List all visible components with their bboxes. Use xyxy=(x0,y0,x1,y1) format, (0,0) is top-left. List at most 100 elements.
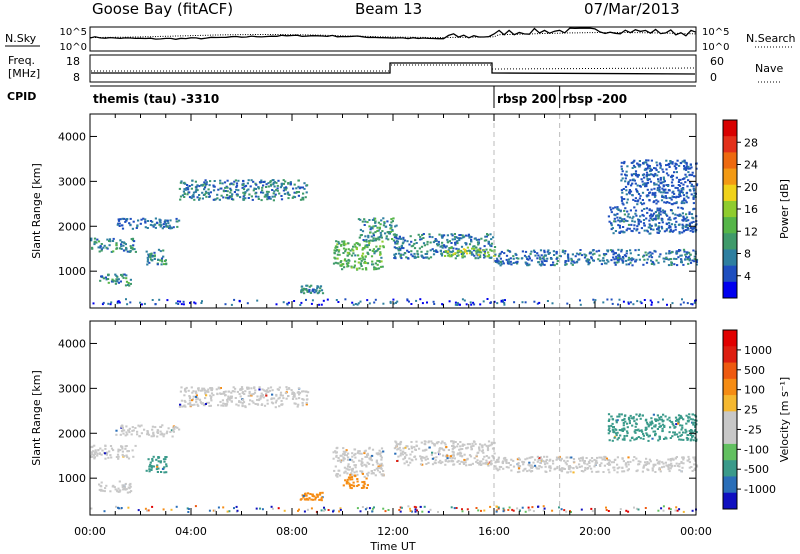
data-cell xyxy=(283,186,286,189)
data-cell xyxy=(667,258,670,261)
data-cell xyxy=(600,456,603,459)
data-cell xyxy=(129,278,132,281)
data-cell xyxy=(219,400,222,403)
data-cell xyxy=(235,182,239,185)
data-cell xyxy=(623,435,626,437)
data-cell xyxy=(526,457,529,460)
data-cell xyxy=(543,263,546,266)
data-cell xyxy=(498,468,501,471)
data-cell xyxy=(528,456,531,459)
data-cell xyxy=(618,257,621,260)
data-cell xyxy=(198,399,202,401)
data-cell xyxy=(686,256,690,259)
data-cell xyxy=(685,161,688,164)
data-cell xyxy=(312,498,315,501)
data-cell xyxy=(233,507,235,510)
data-cell xyxy=(617,248,620,251)
data-cell xyxy=(499,260,502,263)
data-cell xyxy=(636,200,639,203)
data-cell xyxy=(660,225,663,228)
freq-panel-frame xyxy=(89,54,697,83)
data-cell xyxy=(121,445,124,448)
data-cell xyxy=(620,413,623,416)
data-cell xyxy=(183,389,187,392)
data-cell xyxy=(646,194,649,197)
data-cell xyxy=(687,455,690,458)
time-axis: Time UT 00:00 04:00 08:00 12:00 16:00 20:00 00… xyxy=(74,525,712,553)
noise-left-label: N.Sky xyxy=(5,32,37,45)
data-cell xyxy=(360,452,363,455)
data-cell xyxy=(478,463,481,466)
data-cell xyxy=(375,459,378,462)
data-cell xyxy=(674,186,677,189)
data-cell xyxy=(116,453,120,456)
data-cell xyxy=(204,179,207,182)
data-cell xyxy=(556,260,559,262)
data-cell xyxy=(678,418,681,421)
data-cell xyxy=(409,453,412,456)
data-cell xyxy=(648,255,651,258)
data-cell xyxy=(163,433,166,436)
data-cell xyxy=(468,463,471,466)
data-cell xyxy=(217,506,220,509)
data-cell xyxy=(310,302,313,305)
data-cell xyxy=(500,466,503,468)
data-cell xyxy=(627,258,630,261)
data-cell xyxy=(642,162,645,165)
data-cell xyxy=(677,184,680,186)
data-cell xyxy=(652,219,655,222)
data-cell xyxy=(120,507,123,509)
data-cell xyxy=(470,253,473,256)
data-cell xyxy=(638,415,641,417)
data-cell xyxy=(203,182,207,185)
data-cell xyxy=(483,252,486,255)
data-cell xyxy=(583,253,586,256)
data-cell xyxy=(522,469,525,472)
data-cell xyxy=(121,486,124,488)
data-cell xyxy=(409,461,412,464)
data-cell xyxy=(598,464,602,466)
data-cell xyxy=(459,249,462,252)
data-cell xyxy=(606,298,609,301)
data-cell xyxy=(365,477,368,480)
data-cell xyxy=(499,252,502,255)
data-cell xyxy=(602,257,605,260)
data-cell xyxy=(678,249,681,251)
data-cell xyxy=(686,459,689,462)
data-cell xyxy=(143,302,146,305)
data-cell xyxy=(587,262,591,265)
data-cell xyxy=(656,187,659,190)
data-cell xyxy=(608,427,611,430)
data-cell xyxy=(695,431,698,434)
data-cell xyxy=(280,403,284,406)
data-cell xyxy=(131,429,134,432)
data-cell xyxy=(346,478,349,481)
data-cell xyxy=(339,461,342,464)
data-cell xyxy=(420,254,423,257)
data-cell xyxy=(192,390,195,393)
data-cell xyxy=(132,220,135,223)
data-cell xyxy=(284,188,287,191)
data-cell xyxy=(483,509,486,512)
data-cell xyxy=(212,189,216,192)
data-cell xyxy=(634,209,638,212)
data-cell xyxy=(342,247,346,250)
data-cell xyxy=(213,185,216,188)
data-cell xyxy=(418,447,421,450)
data-cell xyxy=(97,449,100,452)
data-cell xyxy=(110,280,114,283)
data-cell xyxy=(401,450,404,453)
data-cell xyxy=(224,390,227,393)
data-cell xyxy=(620,196,623,199)
data-cell xyxy=(421,302,424,305)
colorbar-segment xyxy=(723,168,737,186)
data-cell xyxy=(654,250,657,253)
data-cell xyxy=(693,194,696,197)
data-cell xyxy=(527,258,530,261)
data-cell xyxy=(301,390,304,393)
data-cell xyxy=(502,467,505,470)
data-cell xyxy=(638,184,642,187)
data-cell xyxy=(178,405,181,408)
data-cell xyxy=(638,219,641,222)
data-cell xyxy=(148,255,151,258)
